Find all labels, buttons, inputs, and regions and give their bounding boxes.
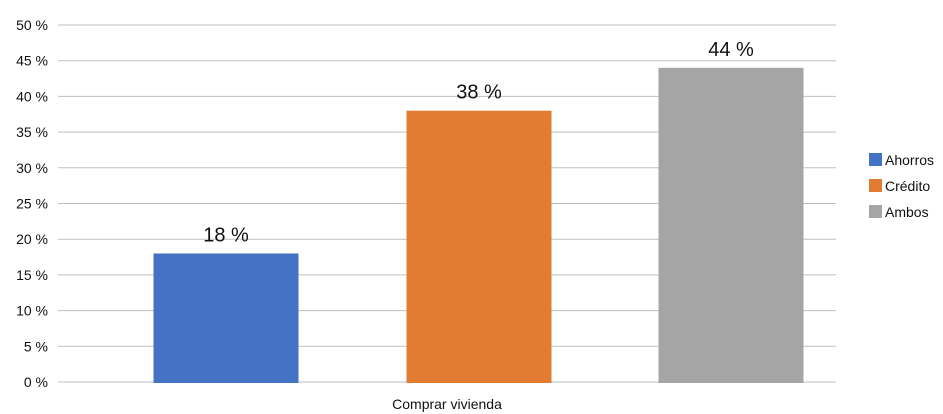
legend-swatch — [869, 153, 882, 166]
y-tick-label: 25 % — [16, 196, 48, 212]
legend-swatch — [869, 179, 882, 192]
data-label: 18 % — [203, 224, 249, 246]
x-axis-category-labels: Comprar vivienda — [392, 396, 502, 412]
legend-swatch — [869, 205, 882, 218]
bar-cr-dito — [406, 110, 552, 384]
y-axis-tick-labels: 0 % 5 % 10 % 15 % 20 % 25 % 30 % 35 % 40 % 45 % 50… — [16, 17, 48, 390]
y-tick-label: 10 % — [16, 303, 48, 319]
bar-ambos — [658, 67, 804, 383]
legend-label: Ahorros — [885, 152, 934, 168]
y-tick-label: 0 % — [24, 374, 48, 390]
data-label: 44 % — [708, 39, 754, 61]
y-tick-label: 30 % — [16, 160, 48, 176]
legend-label: Ambos — [885, 204, 929, 220]
y-tick-label: 40 % — [16, 88, 48, 104]
bars — [153, 67, 804, 384]
bar-ahorros — [153, 253, 299, 383]
y-tick-label: 45 % — [16, 53, 48, 69]
legend-label: Crédito — [885, 178, 930, 194]
x-category-label: Comprar vivienda — [392, 396, 502, 412]
legend: Ahorros Crédito Ambos — [869, 152, 934, 220]
y-tick-label: 50 % — [16, 17, 48, 33]
y-tick-label: 35 % — [16, 124, 48, 140]
bar-data-labels: 18 % 38 % 44 % — [203, 39, 754, 247]
y-tick-label: 20 % — [16, 231, 48, 247]
data-label: 38 % — [456, 82, 502, 104]
y-tick-label: 15 % — [16, 267, 48, 283]
y-tick-label: 5 % — [24, 338, 48, 354]
